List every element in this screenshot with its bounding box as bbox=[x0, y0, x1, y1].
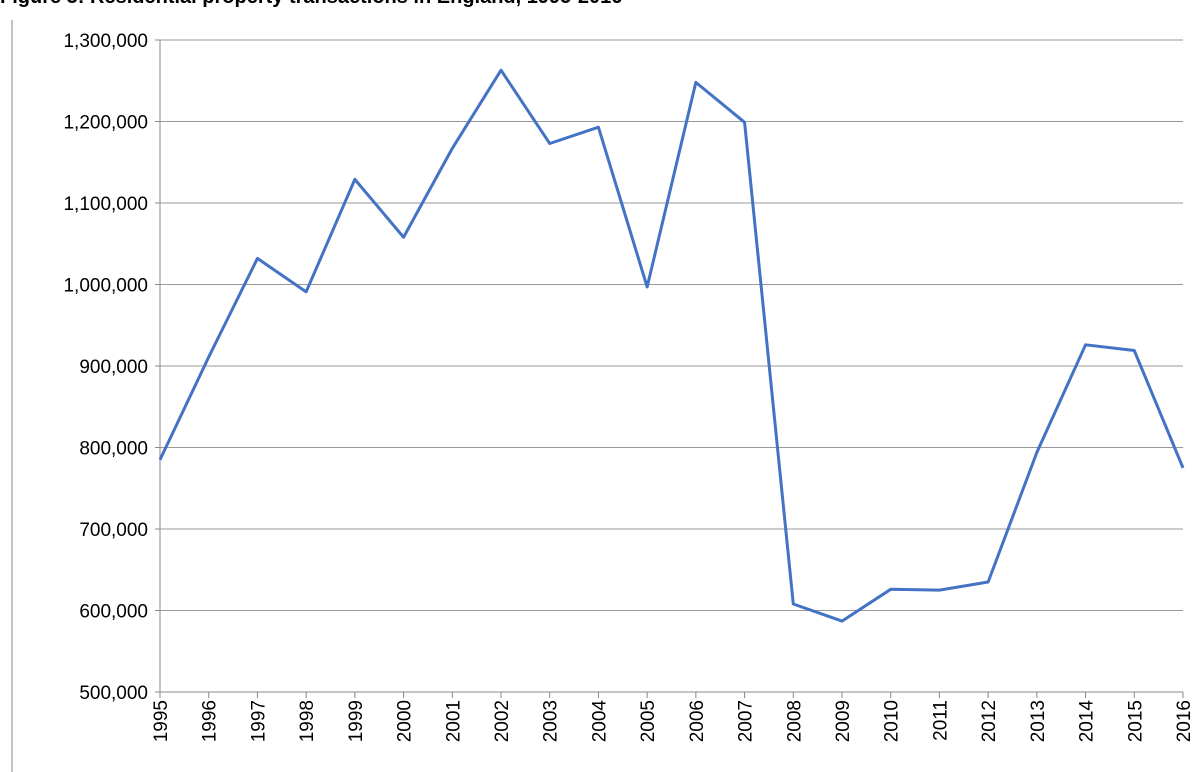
x-tick-label: 2005 bbox=[638, 700, 659, 742]
x-tick-label: 1999 bbox=[346, 700, 367, 742]
x-tick-label: 1996 bbox=[200, 700, 221, 742]
x-tick-label: 1998 bbox=[297, 700, 318, 742]
x-tick-label: 2000 bbox=[395, 700, 416, 742]
x-tick-label: 2006 bbox=[687, 700, 708, 742]
y-tick-label: 1,000,000 bbox=[63, 276, 148, 297]
x-tick-label: 2001 bbox=[443, 700, 464, 742]
x-tick-label: 2004 bbox=[589, 700, 610, 743]
y-tick-label: 1,200,000 bbox=[63, 113, 148, 134]
y-tick-label: 600,000 bbox=[79, 602, 148, 623]
x-tick-label: 2012 bbox=[979, 700, 1000, 742]
y-tick-label: 1,300,000 bbox=[63, 31, 148, 52]
x-tick-label: 2002 bbox=[492, 700, 513, 742]
chart-title: Figure 3: Residential property transacti… bbox=[0, 0, 622, 8]
x-tick-label: 2009 bbox=[833, 700, 854, 742]
x-tick-label: 2008 bbox=[784, 700, 805, 742]
x-tick-label: 2011 bbox=[930, 700, 951, 741]
x-tick-label: 2007 bbox=[736, 700, 757, 742]
x-tick-label: 2016 bbox=[1174, 700, 1195, 742]
x-tick-label: 2003 bbox=[541, 700, 562, 742]
x-tick-label: 2014 bbox=[1077, 700, 1098, 743]
y-tick-label: 700,000 bbox=[79, 520, 148, 541]
x-tick-label: 2013 bbox=[1028, 700, 1049, 742]
y-tick-label: 900,000 bbox=[79, 357, 148, 378]
x-tick-label: 1997 bbox=[248, 700, 269, 742]
x-tick-label: 2015 bbox=[1125, 700, 1146, 742]
y-tick-label: 500,000 bbox=[79, 683, 148, 704]
y-tick-label: 1,100,000 bbox=[63, 194, 148, 215]
x-tick-label: 1995 bbox=[151, 700, 172, 742]
x-tick-label: 2010 bbox=[882, 700, 903, 742]
y-tick-label: 800,000 bbox=[79, 439, 148, 460]
data-line bbox=[158, 68, 1185, 623]
